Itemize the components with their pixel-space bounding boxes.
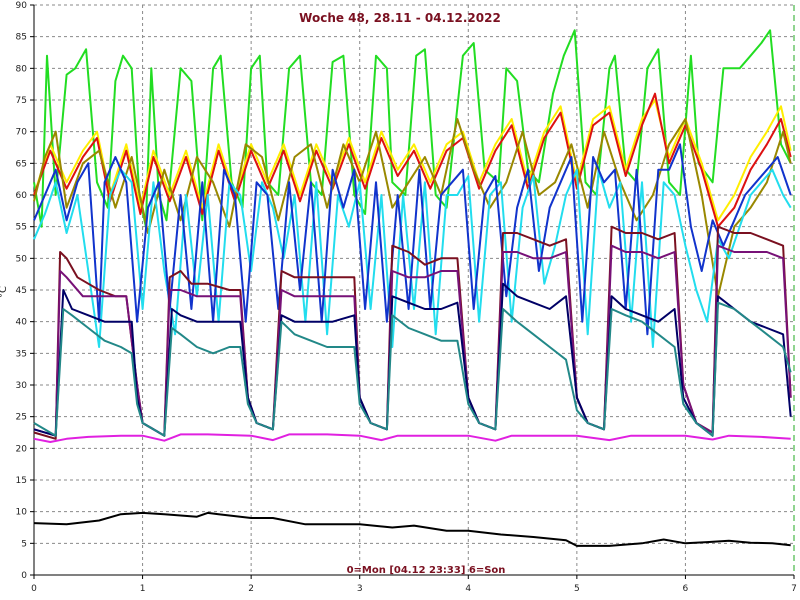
y-axis-label: °C <box>0 286 9 298</box>
series-line-5 <box>33 92 792 228</box>
x-tick-label: 6 <box>683 584 689 594</box>
y-tick-label: 25 <box>16 413 27 423</box>
y-tick-label: 80 <box>16 64 28 74</box>
series-line-6 <box>33 118 792 298</box>
y-tick-label: 90 <box>16 1 28 11</box>
y-tick-label: 70 <box>16 128 28 138</box>
chart-footer: 0=Mon [04.12 23:33] 6=Son <box>347 565 506 576</box>
series-line-8 <box>33 143 792 336</box>
series-line-4 <box>33 99 792 222</box>
y-tick-label: 20 <box>16 444 28 454</box>
y-tick-label: 60 <box>16 191 28 201</box>
series-layer <box>33 29 792 547</box>
series-line-2 <box>33 433 791 443</box>
y-tick-label: 55 <box>16 223 27 233</box>
y-tick-label: 0 <box>21 571 27 581</box>
y-tick-label: 10 <box>16 508 28 518</box>
x-tick-label: 0 <box>31 584 37 594</box>
series-line-12 <box>33 301 792 437</box>
y-tick-label: 5 <box>21 539 27 549</box>
x-tick-label: 2 <box>248 584 254 594</box>
y-tick-label: 40 <box>16 318 28 328</box>
y-tick-label: 65 <box>16 159 27 169</box>
y-tick-label: 45 <box>16 286 27 296</box>
x-tick-label: 3 <box>357 584 363 594</box>
series-line-1 <box>33 511 791 547</box>
y-tick-label: 85 <box>16 33 27 43</box>
y-tick-label: 30 <box>16 381 28 391</box>
x-tick-label: 5 <box>574 584 580 594</box>
y-tick-label: 15 <box>16 476 27 486</box>
y-tick-label: 50 <box>16 254 28 264</box>
chart-title: Woche 48, 28.11 - 04.12.2022 <box>299 11 501 25</box>
y-tick-label: 35 <box>16 349 27 359</box>
x-tick-label: 1 <box>140 584 146 594</box>
y-tick-label: 75 <box>16 96 27 106</box>
series-line-7 <box>33 168 792 348</box>
x-tick-label: 7 <box>791 584 797 594</box>
x-tick-label: 4 <box>465 584 471 594</box>
